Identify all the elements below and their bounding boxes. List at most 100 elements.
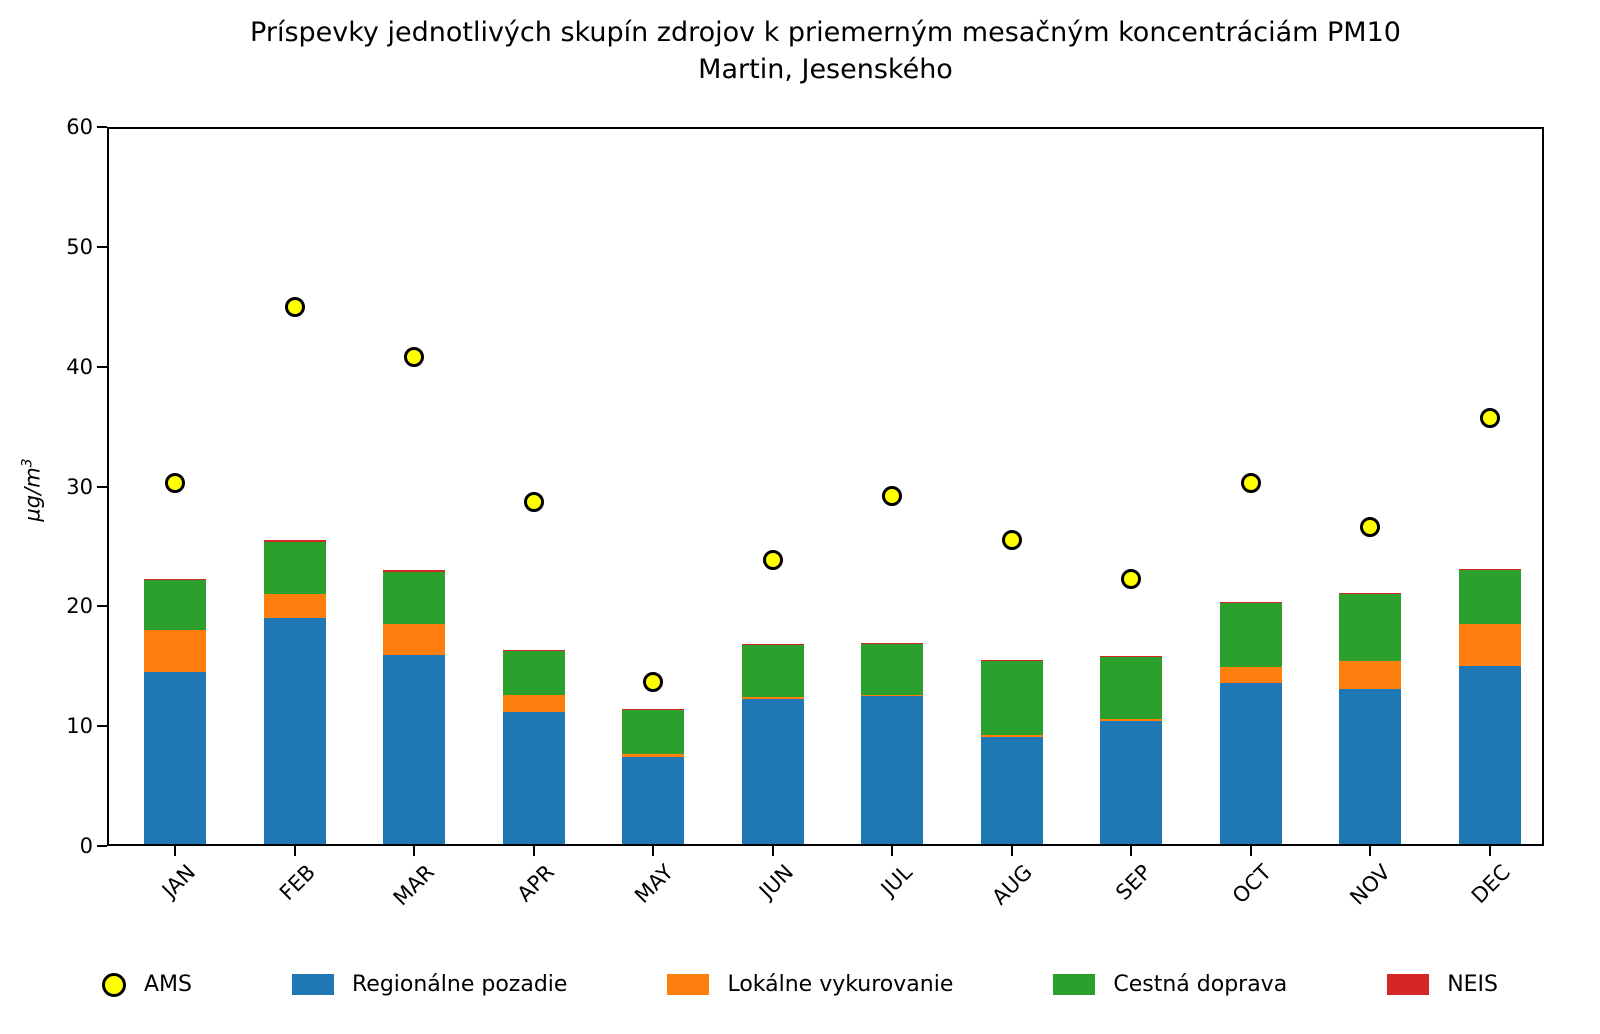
bar-segment-neis	[1100, 656, 1162, 657]
chart-legend: AMS Regionálne pozadie Lokálne vykurovanie…	[101, 972, 1498, 997]
x-tick-mark	[1369, 846, 1371, 856]
legend-marker-lokalne-vykurovanie-icon	[667, 974, 710, 995]
y-tick-label: 0	[79, 834, 93, 858]
x-tick-mark	[771, 846, 774, 856]
legend-label: AMS	[143, 972, 192, 997]
bar-segment-cestna-doprava	[622, 709, 684, 754]
bar-segment-cestna-doprava	[1219, 602, 1282, 668]
bar-segment-lokalne-vykurovanie	[980, 735, 1043, 737]
bar-segment-lokalne-vykurovanie	[861, 695, 923, 697]
bar-segment-cestna-doprava	[1339, 594, 1401, 662]
ams-point	[762, 549, 783, 570]
bar-segment-cestna-doprava	[1100, 656, 1162, 719]
bar-segment-neis	[263, 540, 326, 542]
bar-segment-lokalne-vykurovanie	[383, 624, 445, 656]
y-tick-mark	[97, 725, 107, 728]
y-tick-label: 30	[66, 474, 93, 499]
bar-segment-neis	[741, 643, 804, 645]
ams-point	[284, 296, 305, 317]
bar-segment-lokalne-vykurovanie	[1339, 661, 1401, 690]
y-tick-mark	[97, 605, 107, 608]
legend-marker-regionalne-pozadie-icon	[291, 974, 334, 995]
ams-point	[1479, 408, 1500, 429]
bar-segment-cestna-doprava	[263, 541, 326, 595]
bar-segment-lokalne-vykurovanie	[502, 695, 565, 712]
ams-point	[1001, 530, 1022, 551]
bar-segment-regionalne-pozadie	[144, 672, 206, 846]
bar-segment-cestna-doprava	[861, 643, 923, 696]
legend-marker-cestna-doprava-icon	[1053, 974, 1096, 995]
x-tick-mark	[293, 846, 296, 856]
bar-segment-neis	[383, 570, 445, 572]
y-tick-mark	[97, 845, 107, 847]
ams-point	[404, 347, 424, 368]
chart-title: Príspevky jednotlivých skupín zdrojov k …	[107, 14, 1544, 88]
ams-point	[1360, 517, 1380, 538]
legend-item-regionalne-pozadie: Regionálne pozadie	[291, 972, 568, 997]
bar-segment-neis	[1458, 569, 1521, 571]
bar-segment-regionalne-pozadie	[1100, 721, 1162, 846]
ams-point	[1121, 568, 1141, 589]
y-tick-mark	[97, 365, 107, 368]
legend-item-ams: AMS	[101, 972, 192, 997]
x-tick-mark	[413, 846, 415, 856]
bar-segment-neis	[980, 660, 1043, 661]
bar-segment-regionalne-pozadie	[741, 698, 804, 846]
bar-segment-regionalne-pozadie	[263, 618, 326, 846]
y-tick-label: 40	[66, 354, 93, 379]
bar-segment-neis	[144, 578, 206, 580]
bar-segment-lokalne-vykurovanie	[1219, 667, 1282, 684]
legend-label: Cestná doprava	[1113, 972, 1288, 997]
bar-segment-neis	[861, 642, 923, 644]
y-axis-label-exponent: 3	[19, 458, 36, 468]
bar-segment-neis	[622, 708, 684, 710]
y-tick-label: 50	[66, 234, 93, 259]
y-tick-label: 20	[66, 594, 93, 619]
x-tick-mark	[532, 846, 535, 856]
x-tick-mark	[1249, 846, 1252, 856]
y-tick-mark	[97, 245, 107, 248]
x-tick-mark	[1130, 846, 1132, 856]
bar-segment-cestna-doprava	[144, 579, 206, 631]
bar-segment-lokalne-vykurovanie	[1100, 718, 1162, 722]
y-tick-label: 60	[66, 115, 93, 139]
bar-segment-lokalne-vykurovanie	[1458, 624, 1521, 667]
bar-segment-cestna-doprava	[383, 571, 445, 625]
legend-marker-ams-icon	[101, 972, 126, 997]
bar-segment-cestna-doprava	[502, 650, 565, 696]
x-tick-mark	[1010, 846, 1013, 856]
bar-segment-regionalne-pozadie	[1339, 689, 1401, 846]
legend-item-cestna-doprava: Cestná doprava	[1053, 972, 1287, 997]
chart-title-line2: Martin, Jesenského	[698, 54, 953, 85]
y-tick-mark	[97, 485, 107, 488]
ams-point	[1240, 472, 1261, 493]
chart-title-line1: Príspevky jednotlivých skupín zdrojov k …	[250, 17, 1401, 48]
y-tick-label: 10	[66, 714, 93, 739]
bar-segment-cestna-doprava	[1458, 570, 1521, 625]
x-tick-mark	[1488, 846, 1491, 856]
bar-segment-regionalne-pozadie	[1219, 683, 1282, 846]
bar-segment-regionalne-pozadie	[1458, 666, 1521, 846]
bar-segment-regionalne-pozadie	[383, 655, 445, 846]
x-tick-mark	[652, 846, 654, 856]
legend-item-lokalne-vykurovanie: Lokálne vykurovanie	[667, 972, 953, 997]
legend-label: NEIS	[1447, 972, 1499, 997]
x-tick-mark	[174, 846, 176, 856]
legend-label: Lokálne vykurovanie	[727, 972, 954, 997]
ams-point	[523, 492, 544, 513]
bar-segment-neis	[502, 650, 565, 651]
legend-marker-neis-icon	[1387, 974, 1430, 995]
bar-segment-neis	[1339, 593, 1401, 595]
bar-segment-lokalne-vykurovanie	[622, 753, 684, 758]
plot-area	[107, 127, 1544, 846]
bar-segment-cestna-doprava	[741, 644, 804, 697]
ams-point	[643, 671, 663, 692]
bar-segment-regionalne-pozadie	[502, 711, 565, 846]
ams-point	[882, 486, 902, 507]
bar-segment-lokalne-vykurovanie	[263, 594, 326, 619]
bar-segment-lokalne-vykurovanie	[144, 630, 206, 673]
legend-label: Regionálne pozadie	[351, 972, 568, 997]
legend-item-neis: NEIS	[1387, 972, 1498, 997]
bar-segment-regionalne-pozadie	[861, 696, 923, 846]
